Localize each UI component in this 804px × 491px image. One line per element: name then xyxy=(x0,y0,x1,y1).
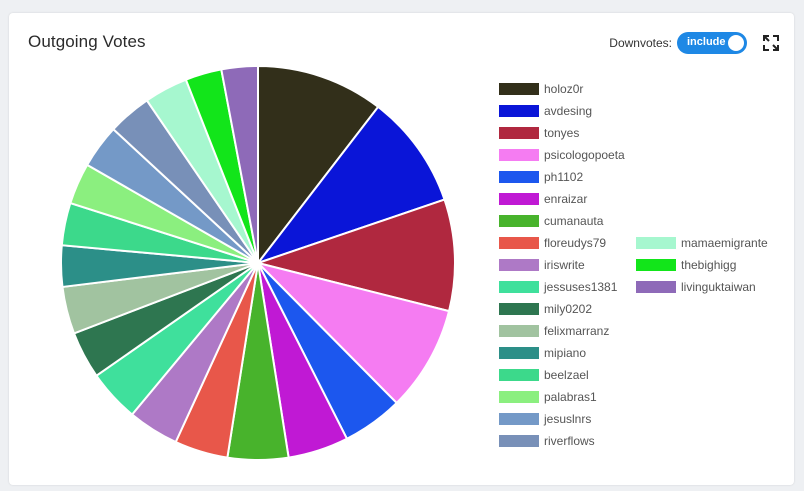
legend-label: livinguktaiwan xyxy=(681,280,756,294)
legend-swatch xyxy=(499,347,539,359)
legend-label: jessuses1381 xyxy=(543,280,618,294)
legend-label: thebighigg xyxy=(681,258,736,272)
legend-label: mipiano xyxy=(544,346,586,360)
legend-item-enraizar[interactable]: enraizar xyxy=(499,192,587,206)
legend-item-beelzael[interactable]: beelzael xyxy=(499,368,589,382)
legend-item-livinguktaiwan[interactable]: livinguktaiwan xyxy=(636,280,756,294)
legend-swatch xyxy=(499,83,539,95)
legend-item-iriswrite[interactable]: iriswrite xyxy=(499,258,585,272)
pie-slice-tonyes[interactable] xyxy=(254,198,456,313)
legend-swatch xyxy=(499,413,539,425)
legend-swatch xyxy=(499,281,539,293)
pie-slice-holoz0r[interactable] xyxy=(257,64,380,266)
legend-swatch xyxy=(499,303,539,315)
legend-item-felixmarranz[interactable]: felixmarranz xyxy=(499,324,609,338)
legend-item-avdesing[interactable]: avdesing xyxy=(499,104,592,118)
legend-item-mamaemigrante[interactable]: mamaemigrante xyxy=(636,236,768,250)
legend-label: enraizar xyxy=(544,192,587,206)
card-title: Outgoing Votes xyxy=(28,32,146,51)
legend-swatch xyxy=(499,127,539,139)
pie-slice-psicologopoeta[interactable] xyxy=(254,261,451,405)
legend-item-thebighigg[interactable]: thebighigg xyxy=(636,258,736,272)
legend-swatch xyxy=(499,149,539,161)
pie-slice-livinguktaiwan[interactable] xyxy=(220,64,259,264)
legend-label: beelzael xyxy=(544,368,589,382)
legend-label: holoz0r xyxy=(544,82,583,96)
legend-item-psicologopoeta[interactable]: psicologopoeta xyxy=(499,148,625,162)
legend-label: mily0202 xyxy=(544,302,592,316)
chart-controls: Downvotes: include xyxy=(609,31,779,55)
legend-label: cumanauta xyxy=(544,214,604,228)
legend-label: mamaemigrante xyxy=(681,236,768,250)
legend-item-jessuses1381[interactable]: jessuses1381 xyxy=(499,280,618,294)
legend-item-cumanauta[interactable]: cumanauta xyxy=(499,214,604,228)
downvotes-toggle[interactable]: include xyxy=(677,32,747,54)
legend-item-riverflows[interactable]: riverflows xyxy=(499,434,595,448)
legend-label: avdesing xyxy=(544,104,592,118)
pie-slice-avdesing[interactable] xyxy=(255,105,446,266)
legend-label: felixmarranz xyxy=(544,324,609,338)
legend-swatch xyxy=(499,105,539,117)
legend-item-ph1102[interactable]: ph1102 xyxy=(499,170,583,184)
legend-swatch xyxy=(636,259,676,271)
legend-label: jesuslnrs xyxy=(543,412,591,426)
legend-item-mipiano[interactable]: mipiano xyxy=(499,346,586,360)
toggle-knob xyxy=(728,35,744,51)
legend-swatch xyxy=(499,325,539,337)
pie-chart: holoz0r avdesing tonyes psicologopoeta ph110… xyxy=(60,64,768,461)
legend-label: riverflows xyxy=(544,434,595,448)
legend-item-mily0202[interactable]: mily0202 xyxy=(499,302,592,316)
legend-swatch xyxy=(636,237,676,249)
outgoing-votes-card: Outgoing Votes Downvotes: include holoz0… xyxy=(9,13,794,485)
legend-item-holoz0r[interactable]: holoz0r xyxy=(499,82,583,96)
legend-label: tonyes xyxy=(544,126,579,140)
downvotes-label: Downvotes: xyxy=(609,36,672,50)
legend-swatch xyxy=(499,215,539,227)
legend-swatch xyxy=(499,391,539,403)
legend-item-tonyes[interactable]: tonyes xyxy=(499,126,579,140)
legend-swatch xyxy=(499,259,539,271)
legend-item-palabras1[interactable]: palabras1 xyxy=(499,390,597,404)
legend-label: iriswrite xyxy=(544,258,585,272)
toggle-label: include xyxy=(687,36,726,48)
legend-item-jesuslnrs[interactable]: jesuslnrs xyxy=(499,412,591,426)
legend-label: floreudys79 xyxy=(544,236,606,250)
legend-swatch xyxy=(499,435,539,447)
fullscreen-icon[interactable] xyxy=(763,35,779,51)
legend-label: palabras1 xyxy=(544,390,597,404)
legend-swatch xyxy=(499,369,539,381)
legend-label: ph1102 xyxy=(544,170,583,184)
legend-swatch xyxy=(499,237,539,249)
legend-swatch xyxy=(636,281,676,293)
legend-item-floreudys79[interactable]: floreudys79 xyxy=(499,236,606,250)
legend-swatch xyxy=(499,171,539,183)
legend-label: psicologopoeta xyxy=(544,148,625,162)
legend-swatch xyxy=(499,193,539,205)
